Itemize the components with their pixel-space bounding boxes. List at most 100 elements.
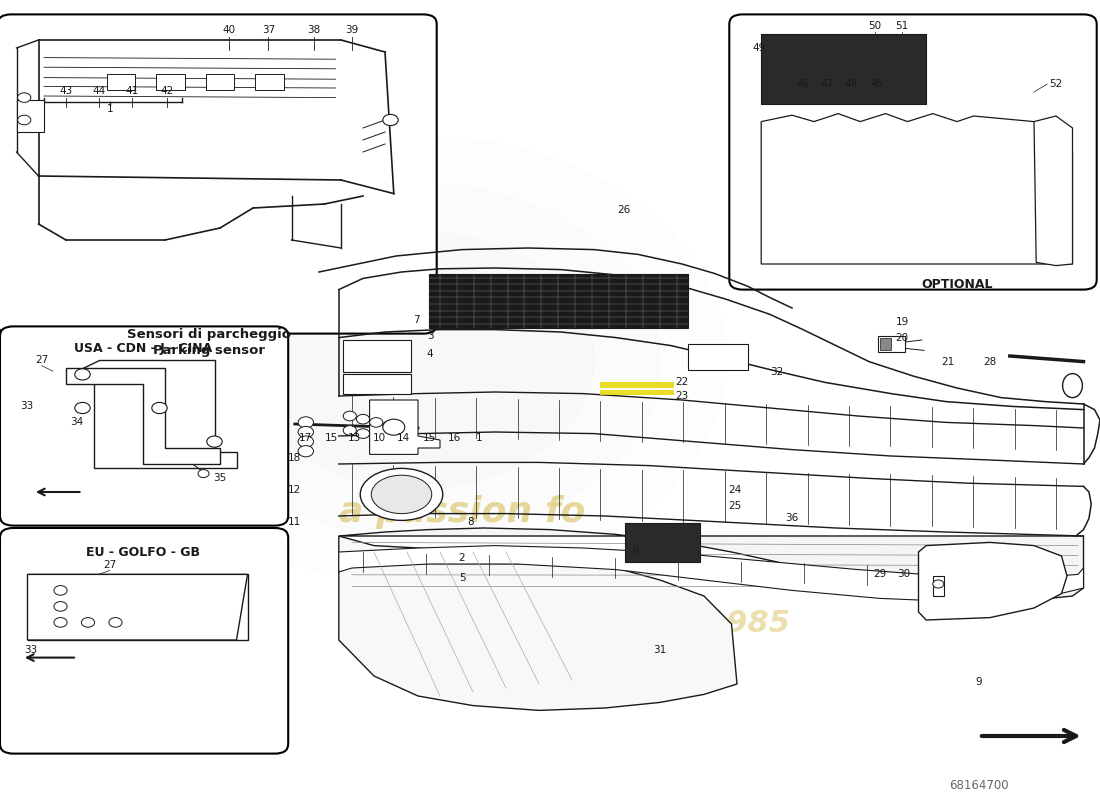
- Circle shape: [54, 602, 67, 611]
- Text: 31: 31: [653, 645, 667, 654]
- Circle shape: [18, 115, 31, 125]
- Circle shape: [75, 369, 90, 380]
- Text: 38: 38: [307, 26, 320, 35]
- Circle shape: [356, 429, 370, 438]
- Text: 28: 28: [983, 357, 997, 366]
- Circle shape: [356, 414, 370, 424]
- Text: 7: 7: [414, 315, 420, 325]
- Text: USA - CDN - J - CINA: USA - CDN - J - CINA: [74, 342, 212, 354]
- FancyBboxPatch shape: [729, 14, 1097, 290]
- Text: 50: 50: [868, 21, 881, 30]
- Circle shape: [18, 93, 31, 102]
- Text: Parking sensor: Parking sensor: [153, 344, 265, 357]
- Bar: [880, 338, 891, 350]
- Text: 51: 51: [895, 21, 909, 30]
- Text: 12: 12: [288, 485, 301, 494]
- Circle shape: [383, 421, 396, 430]
- Circle shape: [933, 580, 944, 588]
- Text: 34: 34: [70, 418, 84, 427]
- Polygon shape: [339, 536, 737, 710]
- Bar: [625, 523, 700, 562]
- Bar: [688, 344, 748, 370]
- Text: 27: 27: [103, 560, 117, 570]
- Circle shape: [207, 436, 222, 447]
- Bar: [761, 34, 926, 104]
- Text: 41: 41: [125, 86, 139, 96]
- Text: 35: 35: [213, 474, 227, 483]
- Text: 44: 44: [92, 86, 106, 96]
- Text: 10: 10: [373, 434, 386, 443]
- Text: OPTIONAL: OPTIONAL: [922, 278, 992, 290]
- Bar: [429, 274, 688, 328]
- Text: 2: 2: [459, 554, 465, 563]
- FancyBboxPatch shape: [0, 14, 437, 334]
- Ellipse shape: [1063, 374, 1082, 398]
- Ellipse shape: [361, 468, 442, 520]
- Bar: [107, 74, 135, 90]
- Text: 25: 25: [728, 501, 741, 510]
- Bar: [206, 74, 234, 90]
- Text: 16: 16: [448, 434, 461, 443]
- Text: 5: 5: [459, 573, 465, 582]
- Text: 49: 49: [752, 43, 766, 53]
- Bar: [16, 100, 44, 132]
- Text: 13: 13: [348, 434, 361, 443]
- Bar: [28, 574, 248, 640]
- Text: 15: 15: [422, 434, 436, 443]
- Circle shape: [298, 417, 314, 428]
- Circle shape: [383, 114, 398, 126]
- Text: 18: 18: [288, 453, 301, 462]
- Bar: [600, 382, 674, 388]
- Circle shape: [198, 470, 209, 478]
- Text: a passion fo: a passion fo: [339, 495, 585, 529]
- FancyBboxPatch shape: [0, 528, 288, 754]
- Text: 26: 26: [617, 205, 630, 214]
- Text: 52: 52: [1049, 79, 1063, 89]
- Text: 30: 30: [898, 570, 911, 579]
- Circle shape: [54, 618, 67, 627]
- Text: EU - GOLFO - GB: EU - GOLFO - GB: [86, 546, 200, 558]
- Bar: [343, 374, 411, 394]
- Text: 21: 21: [942, 357, 955, 366]
- Text: 33: 33: [20, 402, 33, 411]
- Text: 9: 9: [976, 677, 982, 686]
- Text: 46: 46: [796, 79, 810, 89]
- Text: 29: 29: [873, 570, 887, 579]
- Bar: [600, 390, 674, 395]
- Bar: [343, 340, 411, 372]
- Text: 11: 11: [288, 517, 301, 526]
- Circle shape: [343, 426, 356, 435]
- Text: 14: 14: [397, 434, 410, 443]
- Circle shape: [343, 411, 356, 421]
- Text: 37: 37: [262, 26, 275, 35]
- Polygon shape: [339, 528, 1084, 600]
- Circle shape: [176, 184, 660, 536]
- Circle shape: [298, 436, 314, 447]
- Circle shape: [370, 418, 383, 427]
- Text: 43: 43: [59, 86, 73, 96]
- Text: Sensori di parcheggio: Sensori di parcheggio: [126, 328, 292, 341]
- Text: 24: 24: [728, 485, 741, 494]
- Polygon shape: [370, 400, 440, 454]
- Circle shape: [81, 618, 95, 627]
- Polygon shape: [1034, 116, 1072, 266]
- Polygon shape: [761, 114, 1072, 264]
- Text: 3: 3: [427, 331, 433, 341]
- Text: 36: 36: [785, 514, 799, 523]
- Text: 19: 19: [895, 317, 909, 326]
- Circle shape: [298, 426, 314, 438]
- Circle shape: [109, 618, 122, 627]
- Text: 40: 40: [222, 26, 235, 35]
- Text: 27: 27: [35, 355, 48, 365]
- Circle shape: [298, 446, 314, 457]
- Text: 42: 42: [161, 86, 174, 96]
- Polygon shape: [339, 546, 1084, 602]
- Text: 20: 20: [895, 333, 909, 342]
- Text: 68164700: 68164700: [949, 779, 1009, 792]
- Text: 1: 1: [107, 104, 113, 114]
- Circle shape: [383, 419, 405, 435]
- Polygon shape: [28, 574, 248, 640]
- Text: 17: 17: [299, 434, 312, 443]
- Text: passion1985: passion1985: [573, 610, 791, 638]
- Text: 48: 48: [845, 79, 858, 89]
